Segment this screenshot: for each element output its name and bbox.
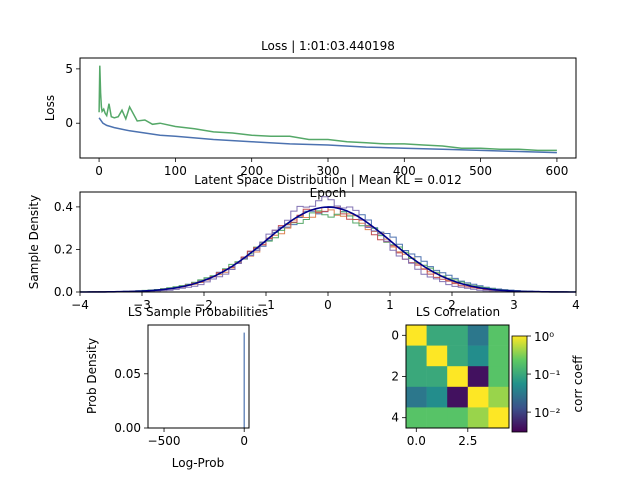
- loss-xlabel: Epoch: [310, 186, 347, 200]
- latent-xtick-label: −3: [133, 298, 151, 312]
- correlation-heatmap: [406, 325, 510, 429]
- correlation-title: LS Correlation: [416, 305, 500, 319]
- loss-yticks: 05: [65, 62, 80, 130]
- heatmap-cell: [406, 366, 427, 388]
- latent-xtick-label: 0: [324, 298, 332, 312]
- heatmap-cell: [447, 366, 469, 388]
- probabilities-ytick-label: 0.05: [114, 367, 141, 381]
- latent-title: Latent Space Distribution | Mean KL = 0.…: [194, 173, 461, 187]
- latent-ytick-label: 0.0: [54, 285, 73, 299]
- loss-series-line-1: [98, 65, 557, 152]
- probabilities-xticks: −500 0: [148, 428, 248, 448]
- heatmap-cell: [406, 386, 427, 408]
- loss-xtick-label: 500: [469, 164, 492, 178]
- heatmap-cell: [447, 407, 469, 429]
- heatmap-cell: [426, 325, 448, 346]
- correlation-ytick-label: 0: [391, 328, 399, 342]
- heatmap-cell: [488, 325, 510, 346]
- loss-xtick-label: 600: [545, 164, 568, 178]
- probabilities-xtick-label: −500: [148, 434, 181, 448]
- latent-series: [80, 196, 577, 293]
- heatmap-cell: [488, 366, 510, 388]
- colorbar: [511, 335, 528, 433]
- latent-ytick-label: 0.4: [54, 200, 73, 214]
- latent-xticks: −4 −3 −2 −1 0 1 2 3 4: [71, 292, 580, 312]
- heatmap-cell: [488, 345, 510, 367]
- heatmap-cell: [467, 325, 489, 346]
- probabilities-ylabel: Prob Density: [85, 338, 99, 414]
- latent-xtick-label: −2: [195, 298, 213, 312]
- latent-histogram-1: [80, 205, 576, 293]
- heatmap-cell: [426, 345, 448, 367]
- loss-series: [98, 65, 557, 154]
- colorbar-label: corr coeff: [571, 355, 585, 413]
- loss-ylabel: Loss: [43, 95, 57, 121]
- latent-histogram-2: [80, 207, 576, 293]
- latent-panel: Latent Space Distribution | Mean KL = 0.…: [27, 173, 580, 312]
- heatmap-cell: [467, 345, 489, 367]
- loss-title: Loss | 1:01:03.440198: [261, 39, 395, 53]
- latent-xtick-label: −4: [71, 298, 89, 312]
- loss-xticks: 0 100 200 300 400 500 600: [95, 158, 568, 178]
- heatmap-cell: [488, 386, 510, 408]
- probabilities-ytick-label: 0.00: [114, 421, 141, 435]
- loss-xtick-label: 100: [164, 164, 187, 178]
- latent-xtick-label: 2: [448, 298, 456, 312]
- loss-axes-frame: [79, 57, 577, 159]
- colorbar-ticks: 10⁰ 10⁻¹ 10⁻²: [527, 330, 561, 420]
- correlation-xtick-label: 2.5: [458, 434, 477, 448]
- correlation-xticks: 0.0 2.5: [407, 428, 477, 448]
- latent-ytick-label: 0.2: [54, 242, 73, 256]
- latent-xtick-label: −1: [257, 298, 275, 312]
- heatmap-cell: [447, 325, 469, 346]
- latent-xtick-label: 1: [386, 298, 394, 312]
- heatmap-cell: [447, 386, 469, 408]
- latent-histogram-4: [80, 206, 576, 293]
- probabilities-axes-frame: [147, 324, 250, 429]
- heatmap-cell: [467, 407, 489, 429]
- heatmap-cell: [467, 366, 489, 388]
- probabilities-title: LS Sample Probabilities: [128, 305, 268, 319]
- correlation-xtick-label: 0.0: [407, 434, 426, 448]
- loss-xtick-label: 400: [393, 164, 416, 178]
- latent-xtick-label: 3: [510, 298, 518, 312]
- heatmap-cell: [488, 407, 510, 429]
- loss-xtick-label: 300: [317, 164, 340, 178]
- loss-xtick-label: 200: [240, 164, 263, 178]
- correlation-ytick-label: 2: [391, 370, 399, 384]
- heatmap-cell: [406, 345, 427, 367]
- latent-histogram-5: [80, 196, 576, 293]
- probabilities-xlabel: Log-Prob: [172, 456, 224, 470]
- heatmap-cell: [426, 366, 448, 388]
- loss-panel: Loss | 1:01:03.440198 0 100 200 300 400 500 60…: [43, 39, 577, 200]
- loss-series-line-2: [98, 117, 557, 154]
- loss-ytick-label: 5: [65, 62, 73, 76]
- loss-xtick-label: 0: [95, 164, 103, 178]
- heatmap-cell: [447, 345, 469, 367]
- colorbar-tick-label: 10⁻²: [534, 406, 561, 420]
- heatmap-cell: [426, 386, 448, 408]
- loss-ytick-label: 0: [65, 116, 73, 130]
- latent-histogram-3: [80, 210, 577, 293]
- probabilities-xtick-label: 0: [240, 434, 248, 448]
- correlation-ytick-label: 4: [391, 411, 399, 425]
- latent-reference-curve: [80, 206, 576, 293]
- latent-ylabel: Sample Density: [27, 195, 41, 289]
- heatmap-cell: [406, 407, 427, 429]
- heatmap-cell: [406, 325, 427, 346]
- heatmap-cell: [467, 386, 489, 408]
- correlation-panel: LS Correlation 0.0 2.5 0 2 4 10⁰ 10⁻¹ 10⁻² co…: [391, 305, 585, 448]
- correlation-yticks: 0 2 4: [391, 328, 406, 425]
- probabilities-panel: LS Sample Probabilities −500 0 0.00 0.05 L…: [85, 305, 268, 470]
- colorbar-tick-label: 10⁰: [534, 330, 554, 344]
- latent-yticks: 0.0 0.2 0.4: [54, 200, 80, 299]
- colorbar-tick-label: 10⁻¹: [534, 368, 561, 382]
- heatmap-cell: [426, 407, 448, 429]
- latent-xtick-label: 4: [572, 298, 580, 312]
- probabilities-yticks: 0.00 0.05: [114, 367, 148, 435]
